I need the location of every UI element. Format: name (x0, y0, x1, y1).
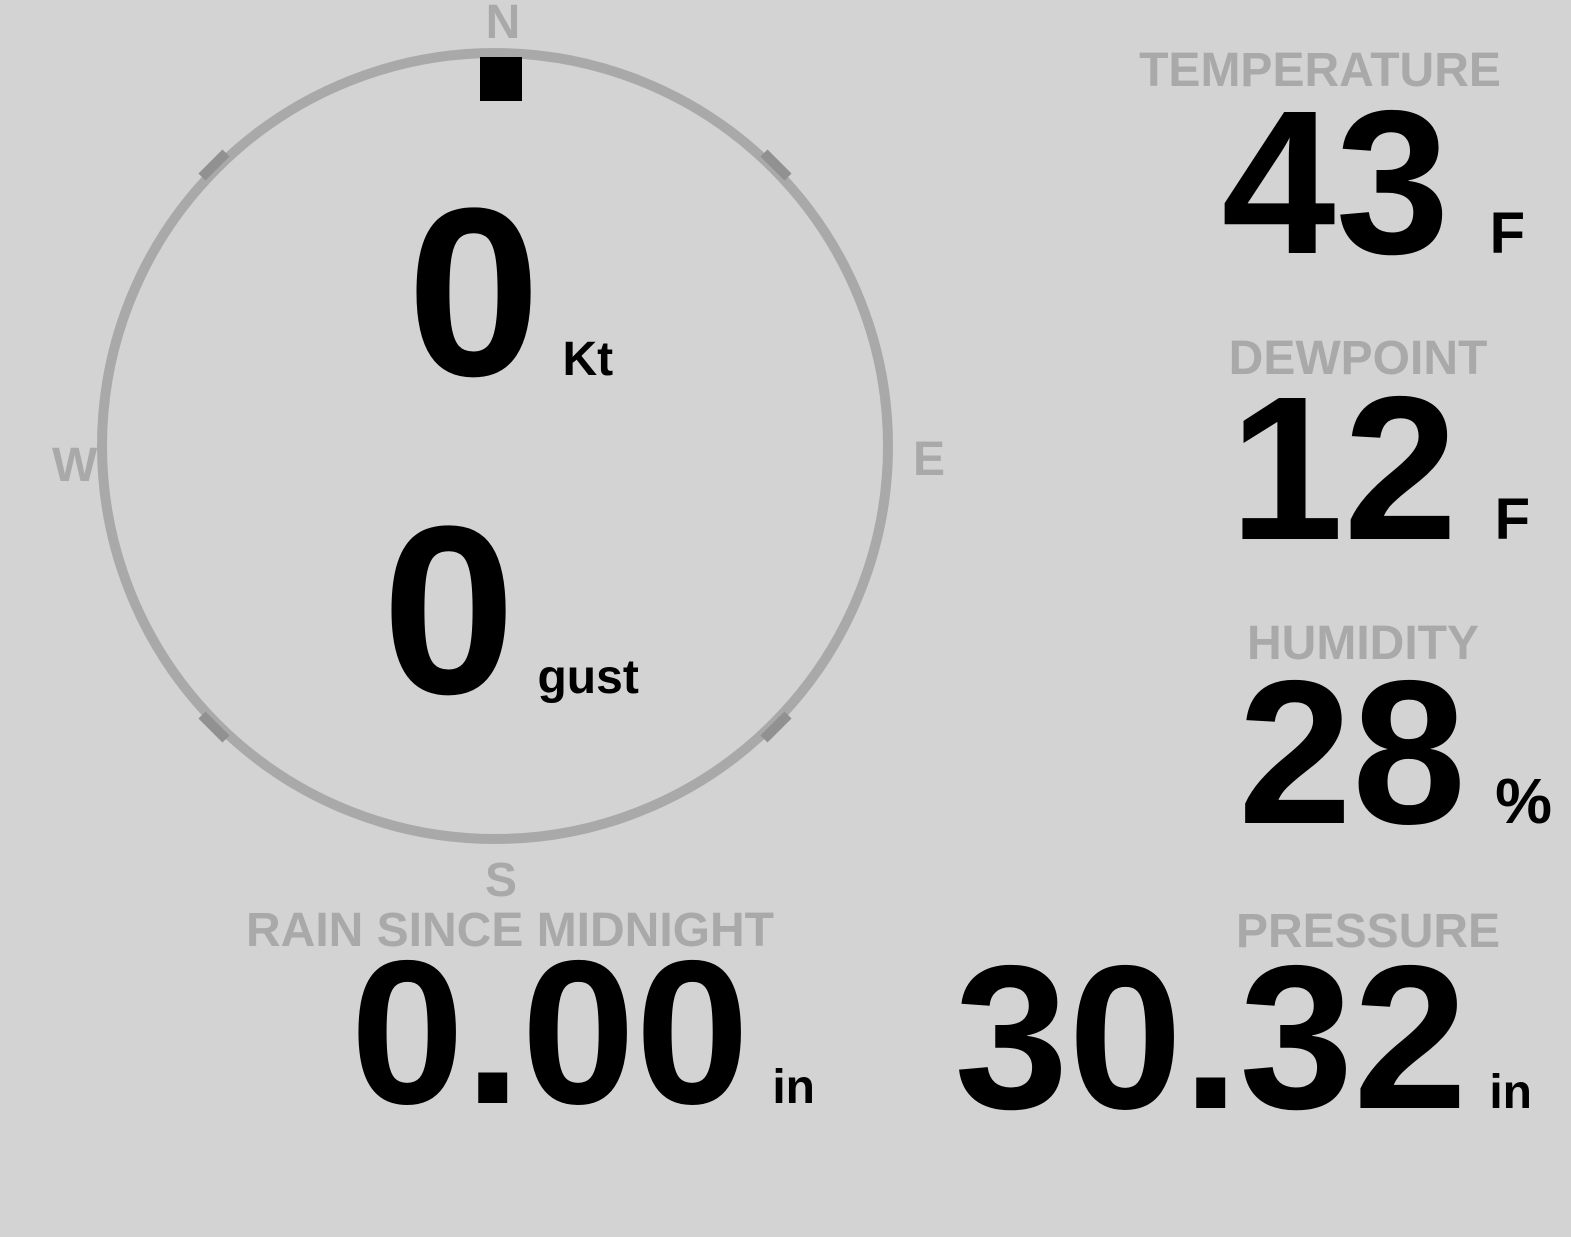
rain-label: RAIN SINCE MIDNIGHT (246, 904, 774, 957)
temperature-reading: 43 F (1222, 80, 1525, 285)
compass-ring (97, 48, 893, 844)
wind-speed-unit: Kt (562, 333, 614, 386)
dewpoint-label: DEWPOINT (1228, 332, 1488, 385)
humidity-unit: % (1495, 765, 1552, 837)
wind-gust-unit: gust (537, 651, 639, 704)
temperature-unit: F (1489, 201, 1525, 266)
rain-reading: 0.00 in (350, 930, 815, 1135)
compass-label-east: E (913, 433, 946, 486)
pressure-reading: 30.32 in (954, 935, 1532, 1140)
pressure-label: PRESSURE (1235, 905, 1501, 958)
humidity-reading: 28 % (1238, 650, 1552, 855)
humidity-value: 28 (1238, 638, 1467, 867)
wind-gust-value: 0 (382, 476, 516, 744)
dewpoint-unit: F (1494, 487, 1530, 552)
dewpoint-value: 12 (1229, 354, 1458, 583)
compass-label-west: W (52, 439, 98, 492)
humidity-label: HUMIDITY (1247, 617, 1479, 670)
wind-speed-value: 0 (407, 158, 541, 426)
pressure-value: 30.32 (954, 923, 1468, 1152)
rain-value: 0.00 (350, 918, 750, 1147)
compass-label-north: N (485, 0, 521, 49)
wind-direction-marker (480, 57, 522, 101)
pressure-unit: in (1489, 1066, 1532, 1119)
compass-label-south: S (484, 854, 518, 907)
wind-speed: 0 Kt (407, 172, 613, 412)
rain-unit: in (772, 1061, 815, 1114)
temperature-label: TEMPERATURE (1139, 44, 1501, 97)
wind-gust: 0 gust (382, 490, 639, 730)
dewpoint-reading: 12 F (1230, 366, 1530, 571)
temperature-value: 43 (1221, 68, 1450, 297)
